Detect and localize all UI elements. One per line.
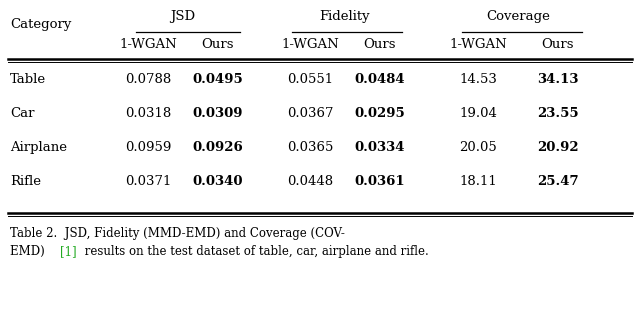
Text: Ours: Ours [202,38,234,51]
Text: Ours: Ours [541,38,574,51]
Text: 0.0484: 0.0484 [355,73,405,86]
Text: 19.04: 19.04 [459,107,497,120]
Text: 0.0926: 0.0926 [193,141,243,154]
Text: Table: Table [10,73,46,86]
Text: 14.53: 14.53 [459,73,497,86]
Text: 0.0361: 0.0361 [355,175,405,188]
Text: 25.47: 25.47 [537,175,579,188]
Text: 20.05: 20.05 [459,141,497,154]
Text: 0.0788: 0.0788 [125,73,171,86]
Text: JSD: JSD [170,10,196,23]
Text: 0.0334: 0.0334 [355,141,405,154]
Text: 1-WGAN: 1-WGAN [119,38,177,51]
Text: 20.92: 20.92 [537,141,579,154]
Text: [1]: [1] [60,245,76,258]
Text: Rifle: Rifle [10,175,41,188]
Text: 18.11: 18.11 [459,175,497,188]
Text: 0.0365: 0.0365 [287,141,333,154]
Text: Ours: Ours [364,38,396,51]
Text: Category: Category [10,18,72,31]
Text: 1-WGAN: 1-WGAN [449,38,507,51]
Text: 0.0367: 0.0367 [287,107,333,120]
Text: 0.0295: 0.0295 [355,107,405,120]
Text: 0.0318: 0.0318 [125,107,171,120]
Text: 0.0495: 0.0495 [193,73,243,86]
Text: Fidelity: Fidelity [320,10,371,23]
Text: 0.0959: 0.0959 [125,141,171,154]
Text: Airplane: Airplane [10,141,67,154]
Text: 0.0551: 0.0551 [287,73,333,86]
Text: 0.0448: 0.0448 [287,175,333,188]
Text: Coverage: Coverage [486,10,550,23]
Text: 34.13: 34.13 [537,73,579,86]
Text: 0.0309: 0.0309 [193,107,243,120]
Text: Car: Car [10,107,35,120]
Text: Table 2.  JSD, Fidelity (MMD-EMD) and Coverage (COV-: Table 2. JSD, Fidelity (MMD-EMD) and Cov… [10,227,345,240]
Text: 0.0340: 0.0340 [193,175,243,188]
Text: results on the test dataset of table, car, airplane and rifle.: results on the test dataset of table, ca… [81,245,429,258]
Text: 1-WGAN: 1-WGAN [281,38,339,51]
Text: 0.0371: 0.0371 [125,175,171,188]
Text: 23.55: 23.55 [537,107,579,120]
Text: EMD): EMD) [10,245,49,258]
